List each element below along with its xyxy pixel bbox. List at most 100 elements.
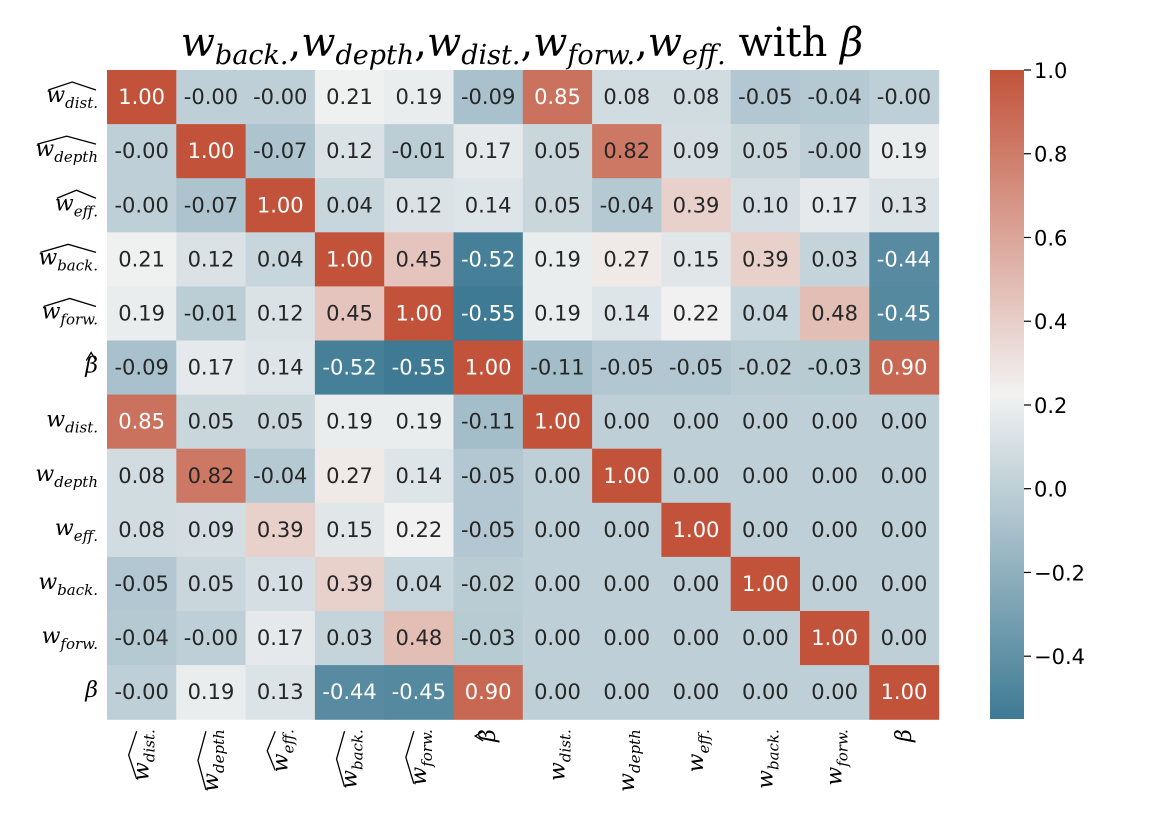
- label-base: w: [38, 570, 57, 595]
- y-tick-label-7: wdepth: [35, 462, 98, 491]
- svg-text:β: β: [892, 729, 917, 743]
- heatmap-cell-0-9: [730, 70, 801, 125]
- heatmap-cell-8-8: [661, 502, 732, 558]
- heatmap-cell-1-5: [453, 124, 524, 179]
- colorbar-tick-label-2: 0.0: [1034, 478, 1067, 502]
- x-tick-label-9: wback.: [753, 729, 782, 789]
- cell-label-9-0: -0.05: [114, 572, 168, 596]
- heatmap-cell-10-0: [107, 611, 177, 666]
- cell-label-0-1: -0.00: [184, 85, 238, 109]
- y-tick-label-8: weff.: [55, 516, 98, 545]
- cell-label-3-10: 0.03: [811, 247, 858, 271]
- x-tick-label-5: β: [473, 729, 501, 743]
- svg-text:wback.,wdepth,wdist.,wforw.,we: wback.,wdepth,wdist.,wforw.,weff. with β: [181, 20, 863, 71]
- heatmap-cell-8-2: [245, 502, 316, 558]
- heatmap-cell-10-7: [592, 611, 662, 666]
- cell-label-1-0: -0.00: [114, 139, 168, 163]
- svg-text:wdepth: wdepth: [615, 729, 644, 792]
- svg-text:β: β: [84, 678, 98, 703]
- cell-label-7-1: 0.82: [188, 464, 235, 488]
- cell-label-2-5: 0.14: [465, 193, 512, 217]
- cell-label-0-4: 0.19: [395, 85, 442, 109]
- cell-label-1-6: 0.05: [534, 139, 581, 163]
- cell-label-8-6: 0.00: [534, 518, 581, 542]
- heatmap-cell-5-3: [314, 340, 385, 396]
- label-sub: back.: [349, 729, 367, 770]
- heatmap-cell-7-0: [107, 448, 177, 504]
- heatmap-cell-11-11: [869, 665, 940, 720]
- cell-label-6-0: 0.85: [118, 410, 165, 434]
- label-base: w: [42, 299, 61, 324]
- cell-label-8-11: 0.00: [881, 518, 928, 542]
- cell-label-3-6: 0.19: [534, 247, 581, 271]
- heatmap-cell-9-5: [453, 556, 524, 612]
- label-base: w: [130, 762, 155, 781]
- heatmap-cell-6-10: [800, 394, 870, 450]
- label-sub: dist.: [65, 94, 98, 112]
- heatmap-cell-3-2: [245, 232, 316, 287]
- heatmap-cell-1-8: [661, 124, 732, 179]
- heatmap-cell-9-9: [730, 556, 801, 612]
- hat-mark: [335, 731, 346, 788]
- heatmap-cell-5-11: [869, 340, 940, 396]
- cell-label-0-7: 0.08: [603, 85, 650, 109]
- svg-text:weff.: weff.: [684, 729, 713, 772]
- y-tick-label-5: β: [84, 351, 98, 379]
- heatmap-cell-10-2: [245, 611, 316, 666]
- cell-label-10-2: 0.17: [257, 626, 304, 650]
- cell-label-11-6: 0.00: [534, 680, 581, 704]
- heatmap-cell-6-0: [107, 394, 177, 450]
- label-base: w: [46, 408, 65, 433]
- cell-label-10-3: 0.03: [326, 626, 373, 650]
- heatmap-cell-11-10: [800, 665, 870, 720]
- label-base: w: [42, 624, 61, 649]
- cell-label-10-1: -0.00: [184, 626, 238, 650]
- cell-label-9-6: 0.00: [534, 572, 581, 596]
- chart-title: wback.,wdepth,wdist.,wforw.,weff. with β: [181, 20, 863, 71]
- cell-label-1-4: -0.01: [392, 139, 446, 163]
- cell-label-3-9: 0.39: [742, 247, 789, 271]
- heatmap-cell-8-11: [869, 502, 940, 558]
- heatmap-cell-0-7: [592, 70, 662, 125]
- label-sub: depth: [54, 473, 98, 491]
- heatmap-cell-8-5: [453, 502, 524, 558]
- heatmap-cell-11-7: [592, 665, 662, 720]
- heatmap-cell-0-1: [176, 70, 247, 125]
- colorbar-tick-label-0: −0.4: [1034, 645, 1085, 669]
- cell-label-3-0: 0.21: [118, 247, 165, 271]
- heatmap-cell-3-9: [730, 232, 801, 287]
- title-term-base: w: [648, 20, 682, 66]
- heatmap-cell-2-9: [730, 178, 801, 233]
- cell-label-7-11: 0.00: [881, 464, 928, 488]
- cell-label-9-4: 0.04: [395, 572, 442, 596]
- colorbar-tick-label-7: 1.0: [1034, 59, 1067, 83]
- heatmap-cell-4-8: [661, 286, 732, 342]
- heatmap-cell-6-4: [384, 394, 455, 450]
- y-tick-label-0: wdist.: [46, 81, 98, 112]
- y-tick-label-2: weff.: [55, 189, 98, 220]
- heatmap-cell-2-2: [245, 178, 316, 233]
- heatmap-cell-2-11: [869, 178, 940, 233]
- heatmap-cell-6-7: [592, 394, 662, 450]
- title-separator: ,: [520, 20, 533, 66]
- x-tick-label-2: weff.: [266, 729, 297, 772]
- cell-label-1-8: 0.09: [673, 139, 720, 163]
- cell-label-4-2: 0.12: [257, 301, 304, 325]
- cell-label-1-10: -0.00: [807, 139, 861, 163]
- heatmap-cell-11-4: [384, 665, 455, 720]
- cell-label-6-2: 0.05: [257, 410, 304, 434]
- label-sub: dist.: [65, 419, 98, 437]
- label-base: w: [684, 753, 709, 772]
- heatmap-cell-2-7: [592, 178, 662, 233]
- hat-mark: [40, 243, 97, 253]
- cell-label-9-8: 0.00: [673, 572, 720, 596]
- svg-text:β: β: [476, 729, 501, 743]
- heatmap-cell-9-11: [869, 556, 940, 612]
- cell-label-5-5: 1.00: [465, 356, 512, 380]
- heatmap-cell-1-3: [314, 124, 385, 179]
- heatmap-cell-3-4: [384, 232, 455, 287]
- cell-label-5-2: 0.14: [257, 356, 304, 380]
- heatmap-cell-6-11: [869, 394, 940, 450]
- x-tick-labels: wdist.wdepth weff.wback.wforw. βwdist.wdep…: [127, 729, 917, 792]
- heatmap-cell-11-6: [522, 665, 593, 720]
